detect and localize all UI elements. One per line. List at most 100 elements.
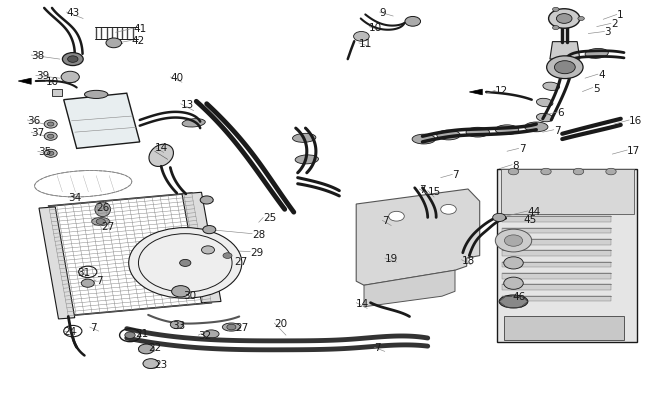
Text: 7: 7 [419, 185, 426, 194]
Text: 22: 22 [148, 343, 161, 352]
Ellipse shape [218, 252, 237, 260]
Polygon shape [504, 316, 624, 340]
Text: 10: 10 [369, 23, 382, 32]
Ellipse shape [203, 330, 219, 338]
Circle shape [504, 277, 523, 290]
Ellipse shape [161, 273, 185, 282]
Circle shape [200, 196, 213, 205]
Circle shape [354, 32, 369, 42]
Polygon shape [64, 94, 140, 149]
Ellipse shape [222, 323, 240, 331]
Circle shape [62, 53, 83, 66]
Polygon shape [502, 285, 611, 290]
Circle shape [578, 17, 584, 21]
Circle shape [541, 169, 551, 175]
Text: 36: 36 [27, 116, 40, 126]
Text: 39: 39 [36, 71, 49, 81]
Text: 41: 41 [133, 24, 146, 34]
Text: 44: 44 [528, 207, 541, 216]
Circle shape [125, 332, 135, 339]
Circle shape [223, 253, 232, 259]
Ellipse shape [166, 241, 178, 257]
Polygon shape [18, 79, 31, 85]
Polygon shape [364, 271, 455, 307]
Ellipse shape [192, 269, 204, 285]
Circle shape [179, 260, 191, 267]
Circle shape [61, 72, 79, 83]
Polygon shape [502, 262, 611, 268]
Text: 7: 7 [374, 343, 381, 352]
Circle shape [554, 62, 575, 75]
Polygon shape [469, 90, 482, 96]
Ellipse shape [412, 135, 436, 145]
Circle shape [493, 214, 506, 222]
Text: 9: 9 [380, 8, 386, 18]
Text: 28: 28 [252, 229, 265, 239]
Circle shape [143, 359, 159, 369]
Text: 7: 7 [554, 126, 560, 135]
Text: 35: 35 [38, 147, 51, 157]
Text: 4: 4 [598, 70, 604, 80]
Polygon shape [502, 239, 611, 245]
Text: 7: 7 [519, 144, 525, 154]
Circle shape [389, 212, 404, 222]
Text: 17: 17 [627, 146, 640, 156]
Text: 18: 18 [462, 255, 474, 265]
Ellipse shape [84, 91, 108, 99]
Polygon shape [550, 43, 580, 60]
Ellipse shape [186, 245, 210, 254]
Ellipse shape [148, 258, 170, 269]
Polygon shape [502, 228, 611, 234]
Text: 13: 13 [181, 100, 194, 109]
Text: 29: 29 [250, 247, 263, 257]
Circle shape [47, 152, 54, 156]
Ellipse shape [495, 126, 519, 135]
Ellipse shape [525, 123, 548, 132]
Text: 14: 14 [356, 298, 369, 308]
Text: 23: 23 [155, 359, 168, 369]
Text: 21: 21 [135, 328, 148, 338]
Text: 27: 27 [234, 256, 247, 266]
Text: 45: 45 [523, 215, 536, 224]
Circle shape [547, 57, 583, 79]
Text: 30: 30 [183, 290, 196, 300]
Text: 16: 16 [629, 116, 642, 126]
Text: 27: 27 [235, 322, 248, 332]
Text: 46: 46 [512, 292, 525, 301]
Circle shape [170, 321, 183, 329]
Circle shape [129, 228, 242, 298]
Polygon shape [52, 90, 62, 96]
Text: 25: 25 [263, 213, 276, 223]
Text: 40: 40 [170, 73, 183, 83]
Ellipse shape [295, 156, 318, 164]
Ellipse shape [536, 99, 553, 107]
Ellipse shape [182, 119, 205, 128]
Polygon shape [39, 207, 75, 319]
Circle shape [405, 17, 421, 27]
Text: 7: 7 [90, 322, 96, 332]
Ellipse shape [437, 131, 460, 141]
Circle shape [47, 135, 54, 139]
Polygon shape [356, 190, 480, 286]
Text: 31: 31 [77, 267, 90, 277]
Circle shape [96, 219, 105, 225]
Circle shape [508, 169, 519, 175]
Polygon shape [497, 169, 637, 342]
Polygon shape [502, 273, 611, 279]
Text: 43: 43 [66, 8, 79, 18]
Text: 20: 20 [274, 318, 287, 328]
Ellipse shape [200, 258, 222, 269]
Text: 33: 33 [172, 320, 185, 330]
Circle shape [202, 246, 214, 254]
Text: 38: 38 [31, 51, 44, 61]
Circle shape [495, 230, 532, 252]
Ellipse shape [466, 128, 489, 138]
Circle shape [504, 235, 523, 247]
Text: 14: 14 [155, 143, 168, 153]
Circle shape [47, 123, 54, 127]
Text: 27: 27 [101, 221, 114, 231]
Ellipse shape [585, 49, 608, 59]
Text: 2: 2 [611, 19, 618, 29]
Ellipse shape [149, 145, 174, 167]
Circle shape [552, 8, 559, 12]
